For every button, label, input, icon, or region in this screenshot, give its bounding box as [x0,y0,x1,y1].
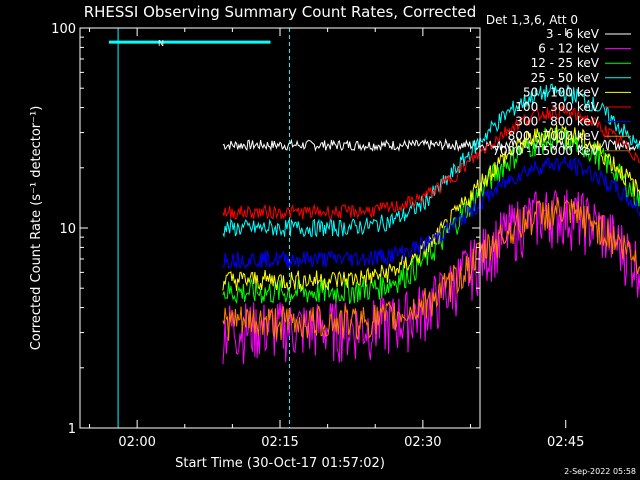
series-line [222,196,640,341]
y-axis-label: Corrected Count Rate (s⁻¹ detector⁻¹) [29,106,44,351]
y-tick-label: 100 [51,22,76,37]
legend-label: 3 - 6 keV [546,27,600,41]
series-line [222,124,640,292]
x-tick-label: 02:30 [404,435,441,450]
legend-header: Det 1,3,6, Att 0 [486,13,578,27]
legend-label: 25 - 50 keV [531,71,600,85]
legend-label: 12 - 25 keV [531,56,600,70]
series-line [222,127,640,305]
series-marks [222,83,640,365]
y-tick-label: 1 [68,422,76,437]
x-tick-label: 02:15 [261,435,298,450]
chart-title: RHESSI Observing Summary Count Rates, Co… [84,3,477,21]
x-axis-label: Start Time (30-Oct-17 01:57:02) [175,456,385,471]
series-line [222,189,640,365]
legend-label: 800 - 7000 keV [508,129,600,143]
saa-marker: N [158,39,164,48]
x-tick-label: 02:00 [118,435,155,450]
x-tick-label: 02:45 [547,435,584,450]
legend-label: 7000 - 15000 keV [492,144,599,158]
series-line [222,156,640,270]
legend-label: 300 - 800 keV [515,115,599,129]
axes: 02:0002:1502:3002:4503:0003:1503:3011010… [51,22,584,450]
legend-label: 100 - 300 keV [515,100,599,114]
legend-label: 6 - 12 keV [538,42,600,56]
series-line [222,83,640,238]
series-line [222,105,640,221]
y-tick-label: 10 [59,222,76,237]
date-stamp: 2-Sep-2022 05:58 [564,467,636,476]
legend-label: 50 - 100 keV [523,85,600,99]
